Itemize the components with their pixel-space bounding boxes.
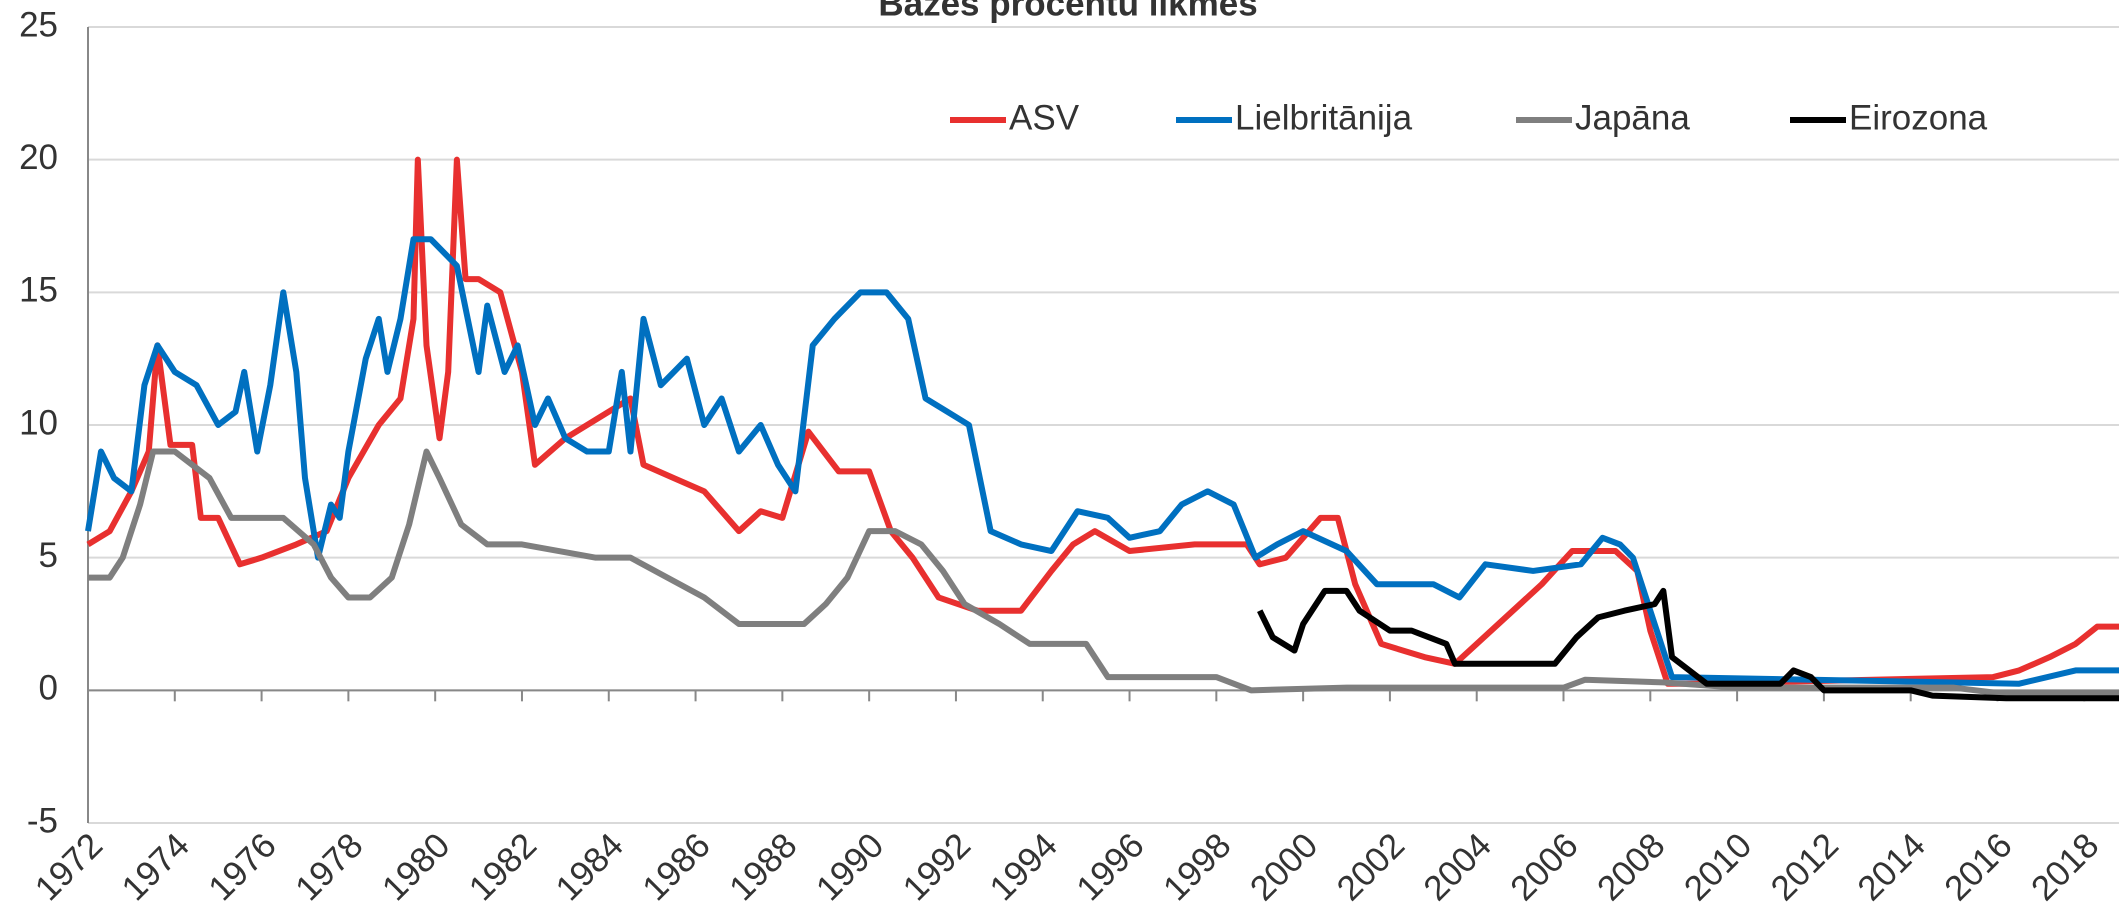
x-tick-label: 1992	[896, 826, 979, 909]
y-tick-label: -5	[27, 801, 58, 840]
x-tick-label: 1982	[462, 826, 545, 909]
x-tick-label: 2010	[1677, 826, 1760, 909]
y-tick-label: 15	[19, 271, 58, 310]
y-tick-label: 0	[39, 669, 58, 708]
legend-label: Lielbritānija	[1235, 98, 1413, 137]
legend-label: ASV	[1009, 98, 1080, 137]
x-tick-label: 2002	[1329, 826, 1412, 909]
legend-label: Eirozona	[1849, 98, 1988, 137]
y-tick-label: 25	[19, 5, 58, 44]
x-tick-label: 1980	[375, 826, 458, 909]
x-tick-label: 1978	[288, 826, 371, 909]
series-line	[88, 448, 2119, 696]
x-tick-label: 1986	[635, 826, 718, 909]
y-tick-label: 20	[19, 138, 58, 177]
x-tick-label: 2000	[1243, 826, 1326, 909]
x-tick-label: 1984	[548, 826, 631, 909]
x-tick-label: 2014	[1850, 826, 1933, 909]
series-line	[1257, 587, 2119, 702]
x-tick-label: 2016	[1937, 826, 2020, 909]
series-line	[85, 236, 2119, 687]
y-tick-label: 5	[39, 536, 58, 575]
y-tick-label: 10	[19, 403, 58, 442]
x-tick-label: 1976	[201, 826, 284, 909]
legend-label: Japāna	[1575, 98, 1690, 137]
x-tick-label: 2008	[1590, 826, 1673, 909]
series-line	[86, 156, 2119, 687]
x-tick-label: 2012	[1763, 826, 1846, 909]
x-tick-label: 2006	[1503, 826, 1586, 909]
chart-title: Bāzes procentu likmes	[878, 0, 1257, 23]
x-tick-label: 1990	[809, 826, 892, 909]
x-tick-label: 1974	[114, 826, 197, 909]
x-tick-label: 1998	[1156, 826, 1239, 909]
x-tick-label: 2004	[1416, 826, 1499, 909]
x-tick-label: 1988	[722, 826, 805, 909]
x-tick-label: 1994	[982, 826, 1065, 909]
x-tick-label: 2018	[2024, 826, 2107, 909]
x-tick-label: 1996	[1069, 826, 1152, 909]
